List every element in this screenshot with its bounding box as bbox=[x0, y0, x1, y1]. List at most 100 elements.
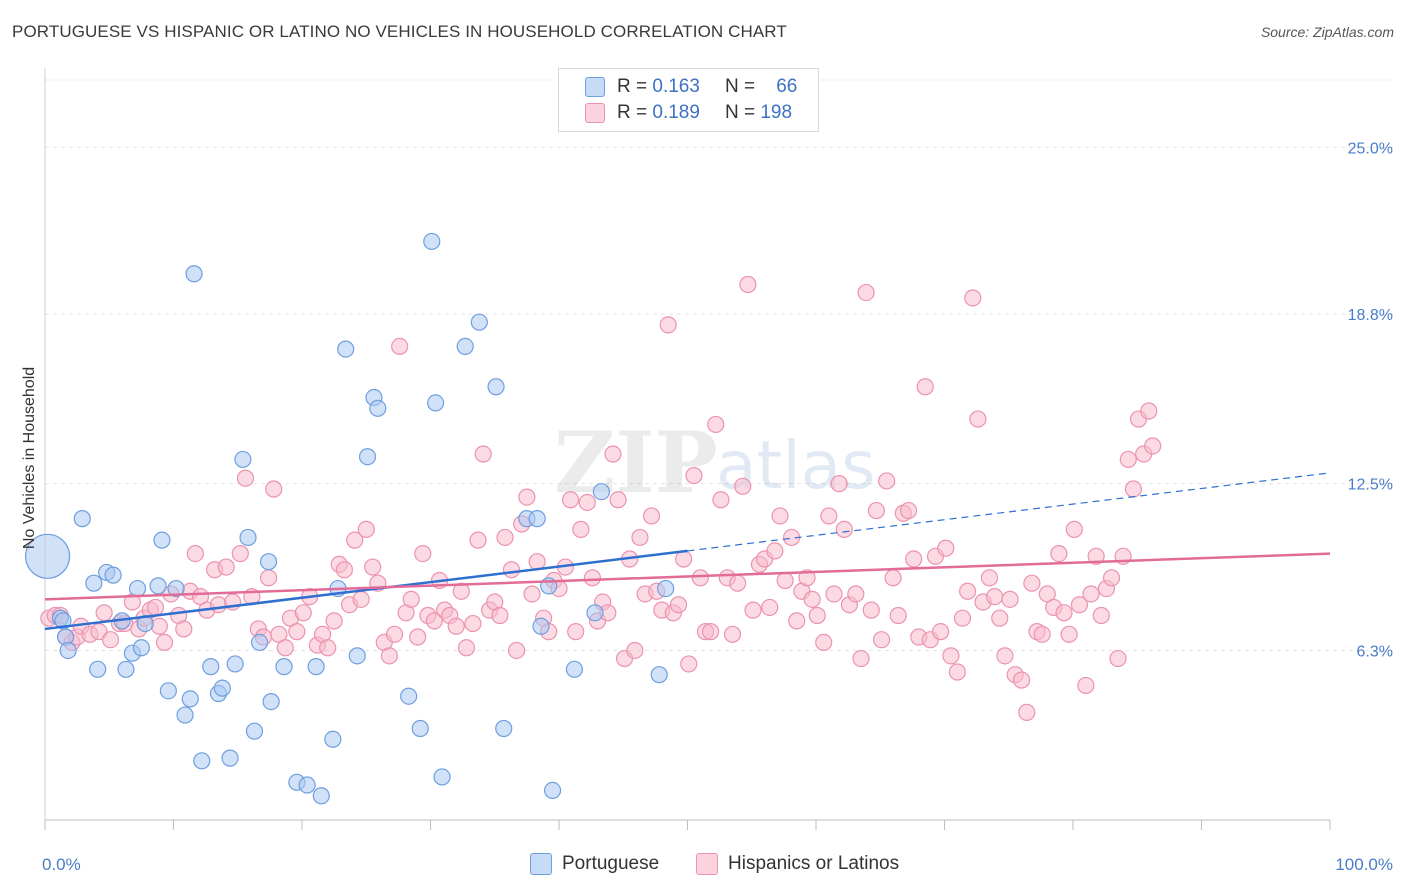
portuguese-point bbox=[185, 265, 203, 283]
legend-swatch-pink bbox=[585, 103, 605, 123]
hispanics-point bbox=[820, 507, 838, 525]
hispanics-point bbox=[1070, 596, 1089, 614]
portuguese-point bbox=[250, 633, 269, 652]
hispanics-point bbox=[1087, 547, 1105, 565]
hispanics-point bbox=[1065, 520, 1083, 538]
x-tick-labels: 0.0% 100.0% bbox=[42, 855, 1393, 874]
legend-row-portuguese: R = 0.163 N = 66 bbox=[585, 75, 797, 99]
hispanics-point bbox=[734, 477, 752, 495]
portuguese-trend-line bbox=[44, 549, 688, 631]
hispanics-point bbox=[905, 550, 923, 568]
portuguese-point bbox=[470, 313, 488, 331]
legend-n-value: 198 bbox=[760, 102, 793, 123]
hispanics-point bbox=[1033, 625, 1051, 643]
hispanics-point bbox=[1109, 649, 1127, 668]
portuguese-point bbox=[324, 730, 342, 748]
portuguese-point bbox=[176, 706, 194, 724]
hispanics-point bbox=[1050, 544, 1068, 563]
hispanics-point bbox=[357, 520, 375, 538]
portuguese-point bbox=[528, 510, 546, 528]
portuguese-point bbox=[85, 574, 103, 592]
hispanics-point bbox=[942, 647, 960, 665]
portuguese-point bbox=[245, 722, 264, 740]
portuguese-point bbox=[456, 337, 474, 355]
hispanics-point bbox=[889, 606, 907, 625]
hispanics-point bbox=[609, 491, 627, 509]
hispanics-point bbox=[335, 561, 354, 579]
portuguese-points bbox=[24, 232, 675, 805]
hispanics-point bbox=[835, 520, 853, 538]
hispanics-point bbox=[352, 590, 370, 608]
hispanics-point bbox=[464, 614, 482, 633]
y-tick-label: 6.3% bbox=[1357, 643, 1393, 660]
watermark-zip: ZIP bbox=[554, 413, 718, 512]
hispanics-point bbox=[391, 337, 409, 355]
hispanics-point bbox=[932, 623, 950, 641]
portuguese-point bbox=[543, 781, 562, 800]
portuguese-point bbox=[433, 768, 451, 786]
hispanics-point bbox=[723, 625, 742, 643]
hispanics-point bbox=[878, 472, 896, 490]
hispanics-point bbox=[288, 623, 306, 641]
hispanics-point bbox=[1012, 671, 1031, 689]
hispanics-point bbox=[414, 544, 432, 563]
hispanics-point bbox=[155, 633, 174, 652]
portuguese-point bbox=[153, 531, 171, 549]
hispanics-point bbox=[626, 641, 644, 660]
hispanics-point bbox=[884, 569, 902, 587]
hispanics-point bbox=[631, 528, 649, 547]
hispanics-point bbox=[815, 633, 833, 652]
portuguese-point bbox=[298, 776, 316, 794]
bottom-legend-label: Portuguese bbox=[562, 853, 660, 874]
hispanics-point bbox=[744, 601, 762, 619]
legend-row-hispanics: R = 0.189 N = 198 bbox=[585, 101, 792, 125]
bottom-legend-hispanics: Hispanics or Latinos bbox=[696, 851, 899, 877]
hispanics-point bbox=[496, 528, 514, 547]
hispanics-point bbox=[825, 585, 843, 603]
legend-r-label: R = bbox=[617, 102, 648, 123]
legend-swatch-blue bbox=[585, 77, 605, 97]
hispanics-point bbox=[685, 466, 703, 485]
hispanics-point bbox=[642, 507, 661, 525]
hispanics-point bbox=[948, 663, 966, 681]
portuguese-point bbox=[275, 658, 293, 676]
hispanics-point bbox=[380, 647, 398, 665]
hispanics-point bbox=[425, 612, 443, 630]
portuguese-point bbox=[262, 692, 280, 711]
hispanics-point bbox=[680, 655, 698, 673]
portuguese-point bbox=[369, 399, 387, 417]
hispanics-point bbox=[761, 598, 779, 617]
hispanics-point bbox=[209, 596, 228, 614]
hispanics-point bbox=[259, 569, 278, 587]
hispanics-point bbox=[452, 582, 470, 600]
hispanics-point bbox=[669, 596, 688, 614]
portuguese-point bbox=[337, 340, 355, 358]
portuguese-point bbox=[495, 719, 513, 738]
zipatlas-watermark: ZIP atlas bbox=[554, 413, 876, 512]
portuguese-point bbox=[427, 394, 445, 412]
hispanics-point bbox=[969, 410, 987, 428]
hispanics-point bbox=[1092, 606, 1110, 625]
bottom-legend-label: Hispanics or Latinos bbox=[728, 853, 900, 874]
hispanics-point bbox=[491, 606, 509, 625]
hispanics-point bbox=[980, 569, 999, 587]
hispanics-point bbox=[937, 539, 955, 557]
hispanics-point bbox=[916, 378, 934, 396]
hispanics-point bbox=[346, 531, 364, 549]
portuguese-point bbox=[565, 660, 584, 678]
hispanics-point bbox=[217, 558, 235, 576]
hispanics-point bbox=[1140, 402, 1158, 420]
portuguese-point bbox=[117, 660, 135, 678]
hispanics-point bbox=[385, 625, 404, 643]
legend-n-label: N = bbox=[724, 76, 756, 97]
portuguese-point bbox=[657, 579, 675, 598]
hispanics-point bbox=[567, 623, 585, 641]
hispanics-point bbox=[469, 531, 487, 549]
hispanics-point bbox=[1077, 676, 1095, 695]
portuguese-point bbox=[234, 450, 252, 469]
hispanics-point bbox=[150, 617, 168, 635]
portuguese-point bbox=[586, 604, 604, 622]
portuguese-point bbox=[213, 679, 231, 697]
portuguese-point bbox=[400, 687, 418, 705]
hispanics-point bbox=[1082, 585, 1100, 603]
